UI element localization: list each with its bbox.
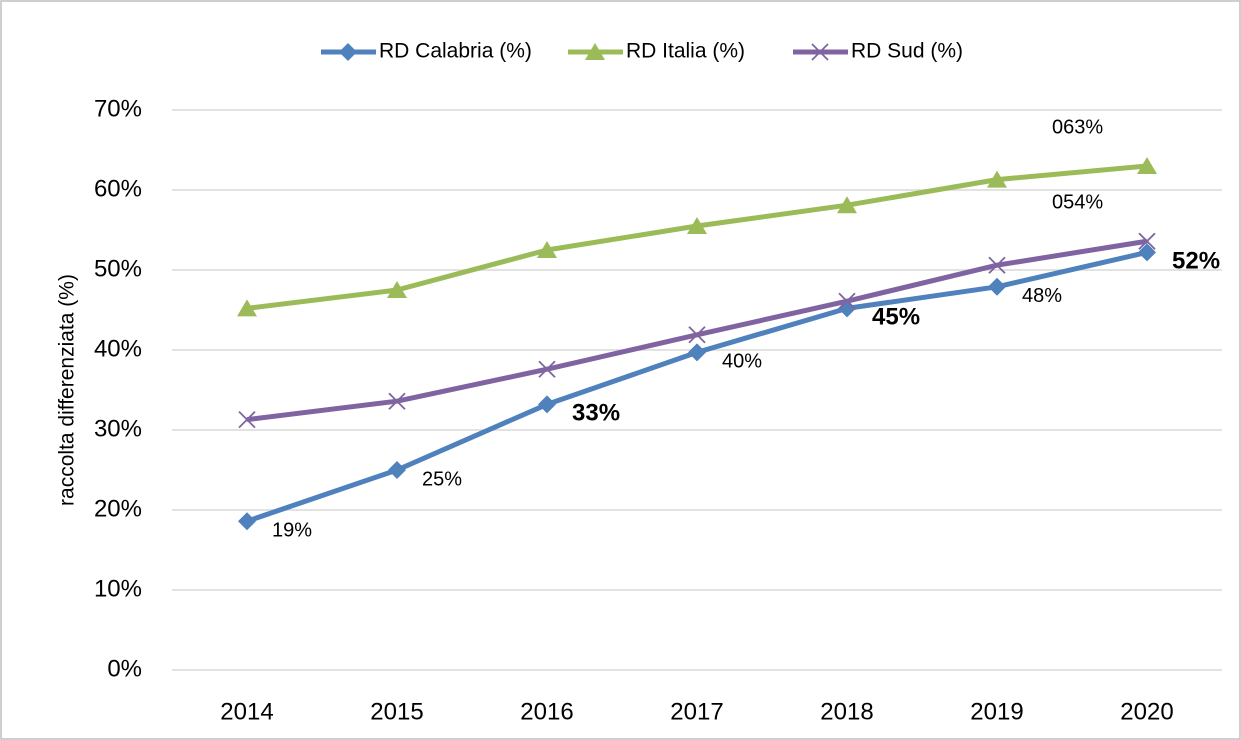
- data-label: 33%: [572, 400, 620, 427]
- x-tick-label: 2016: [520, 698, 573, 725]
- data-point: [388, 392, 406, 410]
- data-point: [837, 196, 857, 214]
- data-point: [537, 241, 557, 258]
- data-point: [1138, 243, 1156, 262]
- y-tick-label: 10%: [94, 575, 142, 602]
- data-point: [388, 461, 406, 479]
- data-label: 40%: [722, 351, 762, 373]
- y-tick-label: 0%: [107, 655, 142, 682]
- data-point: [237, 299, 257, 317]
- data-label: 52%: [1172, 248, 1220, 275]
- legend-marker: [339, 43, 357, 61]
- y-tick-label: 60%: [94, 175, 142, 202]
- data-point: [238, 410, 256, 429]
- y-tick-label: 20%: [94, 495, 142, 522]
- data-point: [688, 326, 706, 344]
- data-label: 19%: [272, 519, 312, 541]
- x-tick-label: 2018: [820, 698, 873, 725]
- data-point: [988, 277, 1006, 296]
- data-label: 054%: [1052, 191, 1103, 213]
- data-point: [688, 343, 706, 362]
- legend-label: RD Italia (%): [626, 40, 745, 63]
- data-point: [1137, 157, 1157, 174]
- data-point: [238, 512, 256, 531]
- y-tick-label: 50%: [94, 255, 142, 282]
- data-label: 45%: [872, 304, 920, 331]
- legend-marker: [585, 43, 605, 60]
- x-tick-label: 2015: [370, 698, 423, 725]
- data-point: [987, 170, 1007, 188]
- y-tick-label: 30%: [94, 415, 142, 442]
- data-label: 48%: [1022, 285, 1062, 307]
- data-point: [988, 256, 1006, 274]
- data-point: [538, 360, 556, 378]
- data-point: [838, 299, 856, 318]
- legend-label: RD Sud (%): [851, 40, 963, 63]
- y-tick-label: 70%: [94, 95, 142, 122]
- y-axis-label: raccolta differenziata (%): [56, 274, 79, 506]
- data-label: 25%: [422, 468, 462, 490]
- x-tick-label: 2020: [1120, 698, 1173, 725]
- data-label: 063%: [1052, 116, 1103, 138]
- data-point: [838, 292, 856, 310]
- data-point: [387, 281, 407, 298]
- data-point: [1138, 232, 1156, 250]
- x-tick-label: 2019: [970, 698, 1023, 725]
- y-tick-label: 40%: [94, 335, 142, 362]
- data-point: [538, 395, 556, 414]
- x-tick-label: 2014: [220, 698, 273, 725]
- data-point: [687, 217, 707, 234]
- legend-marker: [811, 43, 829, 61]
- x-tick-label: 2017: [670, 698, 723, 725]
- legend-label: RD Calabria (%): [379, 40, 532, 63]
